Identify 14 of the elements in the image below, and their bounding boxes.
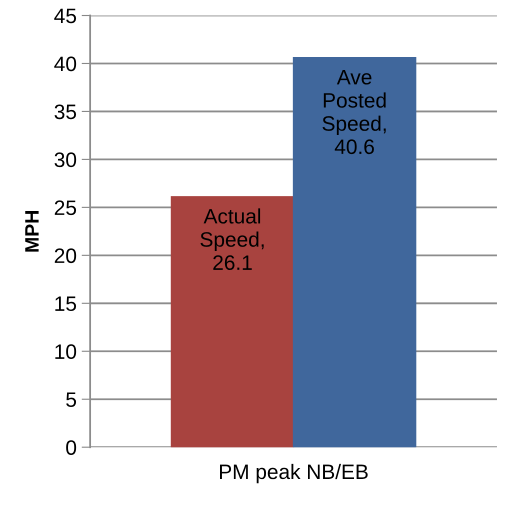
y-tick-label: 15 xyxy=(55,296,76,312)
y-axis-title: MPH xyxy=(25,211,39,252)
data-label: Actual Speed, 26.1 xyxy=(200,208,264,270)
y-tick-label: 20 xyxy=(54,248,76,264)
x-tick-label: PM peak NB/EB xyxy=(220,464,368,484)
y-tick-label: 40 xyxy=(54,56,76,72)
y-tick-label: 0 xyxy=(66,440,76,455)
y-tick-label: 30 xyxy=(54,152,76,168)
y-tick-label: 10 xyxy=(55,344,76,360)
y-tick-label: 5 xyxy=(66,392,76,407)
y-tick-label: 25 xyxy=(54,200,76,216)
data-label: Ave Posted Speed, 40.6 xyxy=(322,70,386,154)
y-tick-label: 35 xyxy=(54,104,76,120)
y-tick-label: 45 xyxy=(54,8,76,24)
